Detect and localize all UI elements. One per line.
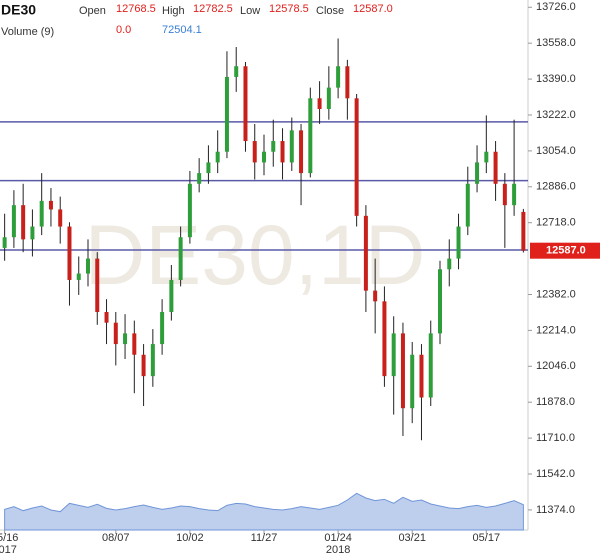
x-tick-label: 11/27 [251, 532, 278, 544]
candle-body [391, 333, 396, 377]
x-tick-label: 01/24 [324, 532, 352, 544]
candle-body [465, 183, 470, 227]
candle-body [512, 183, 517, 206]
candle-body [30, 226, 35, 240]
y-tick-label: 13054.0 [536, 145, 576, 157]
candle-body [308, 98, 313, 174]
y-tick-label: 11710.0 [536, 432, 575, 444]
candle-body [289, 130, 294, 163]
header-value: 12587.0 [353, 3, 393, 15]
candle-body [141, 354, 146, 377]
candle-body [475, 162, 480, 184]
volume-value: 0.0 [116, 24, 131, 36]
candle-body [206, 162, 211, 174]
candle-body [521, 211, 526, 251]
header-value: 12578.5 [269, 3, 309, 15]
candle-body [150, 344, 155, 377]
candle-body [345, 66, 350, 99]
candle-body [419, 354, 424, 398]
candle-body [363, 215, 368, 291]
x-tick-label: 03/21 [398, 532, 426, 544]
y-tick-label: 13726.0 [536, 1, 576, 13]
candle-body [2, 237, 7, 248]
price-tag [530, 242, 600, 259]
candle-body [373, 290, 378, 302]
y-tick-label: 11374.0 [536, 504, 575, 516]
y-tick-label: 13222.0 [536, 109, 576, 121]
candle-body [224, 76, 229, 152]
candle-body [11, 205, 16, 238]
candle-body [428, 333, 433, 398]
y-tick-label: 11542.0 [536, 468, 575, 480]
x-tick-label: 05/17 [473, 532, 501, 544]
candle-body [95, 258, 100, 313]
candle-body [86, 258, 90, 274]
volume-label: Volume (9) [1, 26, 54, 38]
y-tick-label: 12718.0 [536, 217, 576, 229]
header-label: Close [316, 5, 344, 17]
year-label: 2017 [0, 544, 17, 556]
candle-body [382, 301, 387, 377]
header-label: Open [79, 5, 106, 17]
candle-body [447, 258, 452, 270]
candle-body [410, 354, 415, 409]
header-value: 12768.5 [116, 3, 156, 15]
candle-body [187, 183, 192, 238]
candle-body [243, 66, 248, 142]
candle-body [271, 141, 276, 152]
candle-body [400, 333, 405, 409]
candle-body [132, 333, 137, 355]
symbol: DE30 [1, 2, 36, 18]
header-label: High [162, 5, 185, 17]
y-tick-label: 13390.0 [536, 73, 576, 85]
candle-body [58, 209, 63, 227]
candle-body [493, 151, 498, 184]
candle-body [326, 87, 331, 109]
candle-body [113, 322, 118, 345]
watermark: DE30,1D [85, 208, 426, 302]
candle-body [169, 279, 174, 313]
candle-body [76, 273, 81, 280]
candle-body [317, 98, 322, 109]
candle-body [484, 151, 489, 163]
y-tick-label: 11878.0 [536, 396, 575, 408]
y-tick-label: 12886.0 [536, 181, 576, 193]
candle-body [48, 200, 53, 210]
price-tag-label: 12587.0 [546, 245, 586, 257]
volume-area [4, 492, 524, 531]
header-label: Low [240, 5, 260, 17]
candle-body [252, 141, 257, 163]
x-tick-label: 05/16 [0, 532, 18, 544]
candle-body [104, 312, 109, 323]
year-label: 2018 [326, 544, 350, 556]
volume-value: 72504.1 [162, 24, 202, 36]
candle-body [262, 151, 266, 163]
candle-body [123, 333, 128, 345]
candle-body [336, 66, 341, 88]
candle-body [234, 66, 239, 77]
candle-body [39, 200, 44, 227]
candle-body [280, 141, 285, 163]
y-tick-label: 12046.0 [536, 360, 576, 372]
candle-body [354, 98, 359, 216]
candle-body [456, 226, 461, 259]
candle-body [178, 237, 183, 280]
candle-body [197, 173, 202, 184]
candle-body [67, 226, 72, 280]
candle-body [438, 269, 442, 334]
y-tick-label: 12382.0 [536, 288, 576, 300]
candle-body [299, 130, 304, 174]
candle-body [21, 205, 26, 240]
y-tick-label: 12214.0 [536, 324, 576, 336]
y-tick-label: 13558.0 [536, 37, 576, 49]
x-tick-label: 08/07 [102, 532, 130, 544]
header-value: 12782.5 [193, 3, 233, 15]
candle-body [502, 183, 507, 206]
candle-body [160, 312, 165, 345]
x-tick-label: 10/02 [176, 532, 204, 544]
candle-body [215, 151, 220, 163]
